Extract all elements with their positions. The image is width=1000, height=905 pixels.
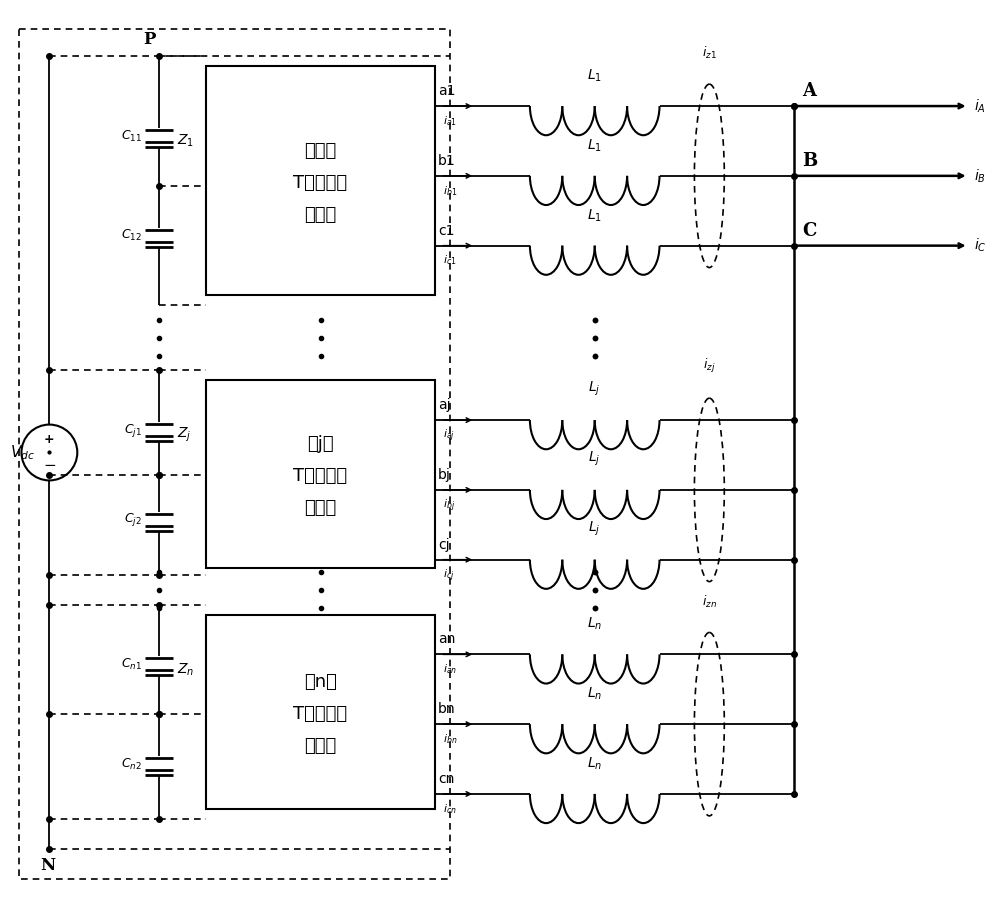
Text: A: A bbox=[802, 82, 816, 100]
Text: $C_{j1}$: $C_{j1}$ bbox=[124, 422, 142, 439]
Text: $L_n$: $L_n$ bbox=[587, 756, 602, 772]
Text: $C_{12}$: $C_{12}$ bbox=[121, 228, 142, 243]
Text: $i_B$: $i_B$ bbox=[974, 167, 985, 185]
Text: $Z_j$: $Z_j$ bbox=[177, 426, 192, 444]
Text: $L_j$: $L_j$ bbox=[588, 450, 601, 468]
Text: $i_{a1}$: $i_{a1}$ bbox=[443, 114, 457, 128]
Text: $L_j$: $L_j$ bbox=[588, 380, 601, 398]
Text: −: − bbox=[43, 458, 56, 472]
Text: cn: cn bbox=[438, 772, 455, 786]
Text: $i_{aj}$: $i_{aj}$ bbox=[443, 428, 455, 444]
Text: aj: aj bbox=[438, 398, 451, 412]
Text: T型三电平: T型三电平 bbox=[293, 467, 348, 485]
Text: $L_1$: $L_1$ bbox=[587, 138, 602, 154]
Text: a1: a1 bbox=[438, 84, 456, 98]
Text: $C_{11}$: $C_{11}$ bbox=[121, 129, 142, 144]
Text: 第n个: 第n个 bbox=[304, 672, 337, 691]
Text: $L_j$: $L_j$ bbox=[588, 519, 601, 538]
Text: $L_n$: $L_n$ bbox=[587, 616, 602, 633]
Text: $i_{z1}$: $i_{z1}$ bbox=[702, 45, 717, 62]
Text: $i_{an}$: $i_{an}$ bbox=[443, 662, 457, 676]
Text: bn: bn bbox=[438, 702, 456, 716]
Text: C: C bbox=[802, 222, 816, 240]
Text: b1: b1 bbox=[438, 154, 456, 167]
Text: 第j个: 第j个 bbox=[307, 435, 334, 453]
Text: $Z_n$: $Z_n$ bbox=[177, 662, 194, 678]
Text: $C_{n1}$: $C_{n1}$ bbox=[121, 657, 142, 672]
Text: an: an bbox=[438, 633, 456, 646]
Text: $i_C$: $i_C$ bbox=[974, 237, 986, 254]
Text: $C_{n2}$: $C_{n2}$ bbox=[121, 757, 142, 772]
Text: T型三电平: T型三电平 bbox=[293, 174, 348, 192]
Text: $i_{bj}$: $i_{bj}$ bbox=[443, 498, 455, 514]
Text: c1: c1 bbox=[438, 224, 455, 238]
Text: $L_1$: $L_1$ bbox=[587, 68, 602, 84]
Bar bbox=[206, 380, 435, 567]
Text: $Z_1$: $Z_1$ bbox=[177, 133, 194, 149]
Text: 逆变器: 逆变器 bbox=[304, 205, 337, 224]
Text: T型三电平: T型三电平 bbox=[293, 705, 348, 723]
Text: $i_{zn}$: $i_{zn}$ bbox=[702, 594, 717, 609]
Text: $i_{b1}$: $i_{b1}$ bbox=[443, 184, 457, 197]
Text: N: N bbox=[40, 857, 55, 873]
Text: $L_n$: $L_n$ bbox=[587, 686, 602, 702]
Text: 逆变器: 逆变器 bbox=[304, 499, 337, 517]
Text: P: P bbox=[143, 32, 155, 48]
Text: $C_{j2}$: $C_{j2}$ bbox=[124, 511, 142, 529]
Text: $i_{bn}$: $i_{bn}$ bbox=[443, 732, 458, 746]
Text: $i_{cn}$: $i_{cn}$ bbox=[443, 802, 457, 815]
Bar bbox=[19, 29, 450, 879]
Text: cj: cj bbox=[438, 538, 450, 552]
Text: +: + bbox=[44, 433, 55, 446]
Bar bbox=[206, 614, 435, 809]
Text: 第一个: 第一个 bbox=[304, 142, 337, 160]
Text: $i_A$: $i_A$ bbox=[974, 98, 985, 115]
Text: B: B bbox=[802, 152, 817, 170]
Text: 逆变器: 逆变器 bbox=[304, 737, 337, 755]
Bar bbox=[206, 66, 435, 296]
Text: $i_{zj}$: $i_{zj}$ bbox=[703, 357, 716, 376]
Text: $i_{cj}$: $i_{cj}$ bbox=[443, 567, 455, 584]
Text: $V_{dc}$: $V_{dc}$ bbox=[10, 443, 34, 462]
Text: $L_1$: $L_1$ bbox=[587, 207, 602, 224]
Text: bj: bj bbox=[438, 468, 451, 481]
Text: $i_{c1}$: $i_{c1}$ bbox=[443, 253, 457, 267]
